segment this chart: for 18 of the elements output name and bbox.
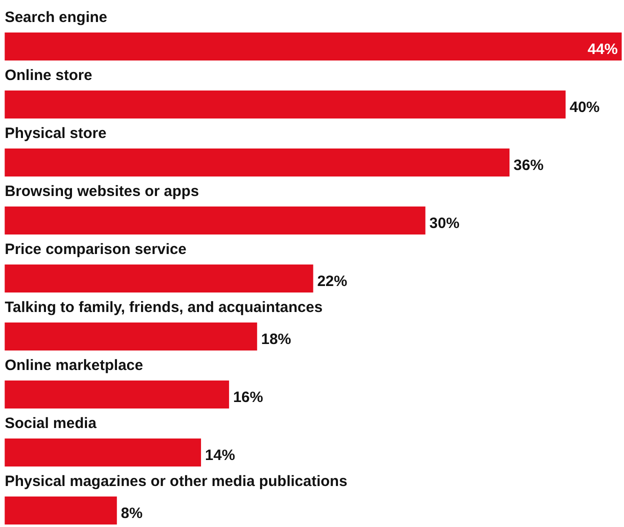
data-label: 36% bbox=[514, 157, 544, 174]
y-tick-label: Search engine bbox=[4, 9, 108, 26]
y-tick-label: Online marketplace bbox=[4, 357, 144, 374]
y-tick-label: Price comparison service bbox=[4, 241, 186, 258]
data-label: 40% bbox=[570, 99, 600, 116]
data-label: 44% bbox=[588, 41, 618, 58]
y-tick-label: Browsing websites or apps bbox=[4, 183, 199, 200]
y-tick-label: Social media bbox=[4, 415, 98, 432]
data-label: 16% bbox=[233, 389, 264, 406]
data-label: 14% bbox=[205, 447, 236, 464]
y-tick-label: Online store bbox=[4, 67, 92, 84]
data-label: 8% bbox=[120, 505, 143, 522]
y-tick-label: Physical magazines or other media publications bbox=[4, 473, 348, 490]
data-label: 30% bbox=[429, 215, 460, 232]
y-tick-label: Physical store bbox=[4, 125, 106, 142]
data-label: 18% bbox=[261, 331, 292, 348]
y-tick-label: Talking to family, friends, and acquaintances bbox=[4, 299, 323, 316]
data-label: 22% bbox=[317, 273, 348, 290]
